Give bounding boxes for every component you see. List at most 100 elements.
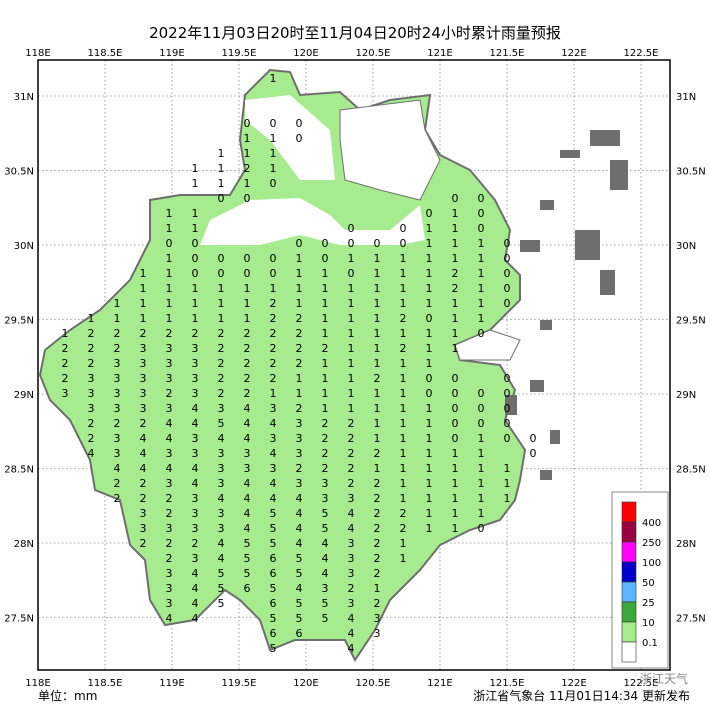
rain-value: 1: [400, 387, 407, 400]
rain-value: 1: [374, 267, 381, 280]
rain-value: 4: [192, 477, 199, 490]
rain-value: 3: [192, 342, 199, 355]
rain-value: 2: [244, 387, 251, 400]
rain-value: 2: [62, 357, 69, 370]
rain-value: 1: [426, 252, 433, 265]
rain-value: 5: [218, 582, 225, 595]
rain-value: 4: [270, 447, 277, 460]
rain-value: 2: [88, 342, 95, 355]
rain-value: 1: [348, 297, 355, 310]
rain-value: 2: [244, 162, 251, 175]
lat-label: 27.5N: [676, 614, 706, 625]
rain-value: 5: [270, 507, 277, 520]
rain-value: 2: [270, 297, 277, 310]
rain-value: 1: [88, 312, 95, 325]
rain-value: 1: [400, 492, 407, 505]
rain-value: 1: [426, 492, 433, 505]
rain-value: 5: [322, 507, 329, 520]
rain-value: 1: [452, 507, 459, 520]
rain-value: 4: [244, 402, 251, 415]
rain-value: 6: [270, 567, 277, 580]
legend-swatch: [621, 601, 637, 623]
rain-value: 3: [140, 402, 147, 415]
rain-value: 0: [244, 267, 251, 280]
rain-value: 1: [322, 282, 329, 295]
lat-label: 28.5N: [676, 465, 706, 476]
rain-value: 1: [348, 357, 355, 370]
rain-value: 3: [166, 372, 173, 385]
rain-value: 1: [244, 177, 251, 190]
rain-value: 3: [348, 537, 355, 550]
rain-value: 0: [504, 372, 511, 385]
rain-value: 2: [166, 327, 173, 340]
rain-value: 3: [166, 567, 173, 580]
rain-value: 2: [62, 342, 69, 355]
rain-value: 3: [374, 612, 381, 625]
rain-value: 1: [400, 297, 407, 310]
rain-value: 0: [530, 447, 537, 460]
rain-value: 1: [374, 342, 381, 355]
rain-value: 0: [504, 432, 511, 445]
lon-label: 122.5E: [624, 678, 659, 689]
rain-value: 0: [452, 372, 459, 385]
rain-value: 2: [140, 477, 147, 490]
legend-swatch: [621, 581, 637, 603]
rain-value: 1: [322, 372, 329, 385]
rain-value: 4: [166, 612, 173, 625]
rain-value: 1: [374, 357, 381, 370]
rain-value: 2: [166, 387, 173, 400]
rain-value: 1: [374, 387, 381, 400]
map-frame: [37, 59, 671, 671]
rain-value: 2: [348, 462, 355, 475]
rain-value: 1: [400, 357, 407, 370]
lat-label: 29.5N: [676, 316, 706, 327]
lat-label: 28N: [676, 539, 696, 550]
rain-value: 2: [114, 327, 121, 340]
rain-value: 4: [244, 492, 251, 505]
rain-value: 1: [374, 462, 381, 475]
rain-value: 3: [244, 447, 251, 460]
rain-value: 2: [140, 537, 147, 550]
rain-value: 1: [270, 132, 277, 145]
rain-value: 0: [192, 237, 199, 250]
watermark: 浙江天气: [640, 671, 688, 686]
rain-value: 1: [244, 312, 251, 325]
rain-value: 2: [140, 417, 147, 430]
rain-value: 3: [322, 492, 329, 505]
rain-value: 1: [322, 312, 329, 325]
rain-value: 1: [62, 327, 69, 340]
rain-value: 5: [296, 597, 303, 610]
rain-value: 4: [218, 537, 225, 550]
rain-value: 1: [374, 297, 381, 310]
rain-value: 0: [348, 222, 355, 235]
rain-value: 2: [296, 342, 303, 355]
rain-value: 1: [348, 312, 355, 325]
rain-value: 0: [400, 222, 407, 235]
rain-value: 0: [426, 312, 433, 325]
rain-value: 4: [244, 522, 251, 535]
rain-value: 1: [426, 327, 433, 340]
rain-value: 2: [166, 552, 173, 565]
rain-value: 1: [140, 297, 147, 310]
rain-value: 1: [166, 222, 173, 235]
rain-value: 5: [322, 612, 329, 625]
rain-value: 2: [270, 327, 277, 340]
rain-value: 0: [452, 402, 459, 415]
rain-value: 2: [374, 537, 381, 550]
rain-value: 2: [452, 282, 459, 295]
rain-value: 2: [374, 372, 381, 385]
rain-value: 0: [452, 192, 459, 205]
rain-value: 1: [166, 207, 173, 220]
rain-value: 3: [192, 492, 199, 505]
rain-value: 4: [140, 432, 147, 445]
rain-value: 0: [192, 252, 199, 265]
rain-value: 2: [348, 582, 355, 595]
rain-value: 3: [166, 597, 173, 610]
lon-label: 120E: [293, 48, 318, 59]
rain-value: 3: [270, 432, 277, 445]
rain-value: 3: [140, 387, 147, 400]
rain-value: 2: [62, 372, 69, 385]
rain-value: 1: [452, 447, 459, 460]
lat-label: 29.5N: [4, 316, 34, 327]
rain-value: 2: [296, 312, 303, 325]
